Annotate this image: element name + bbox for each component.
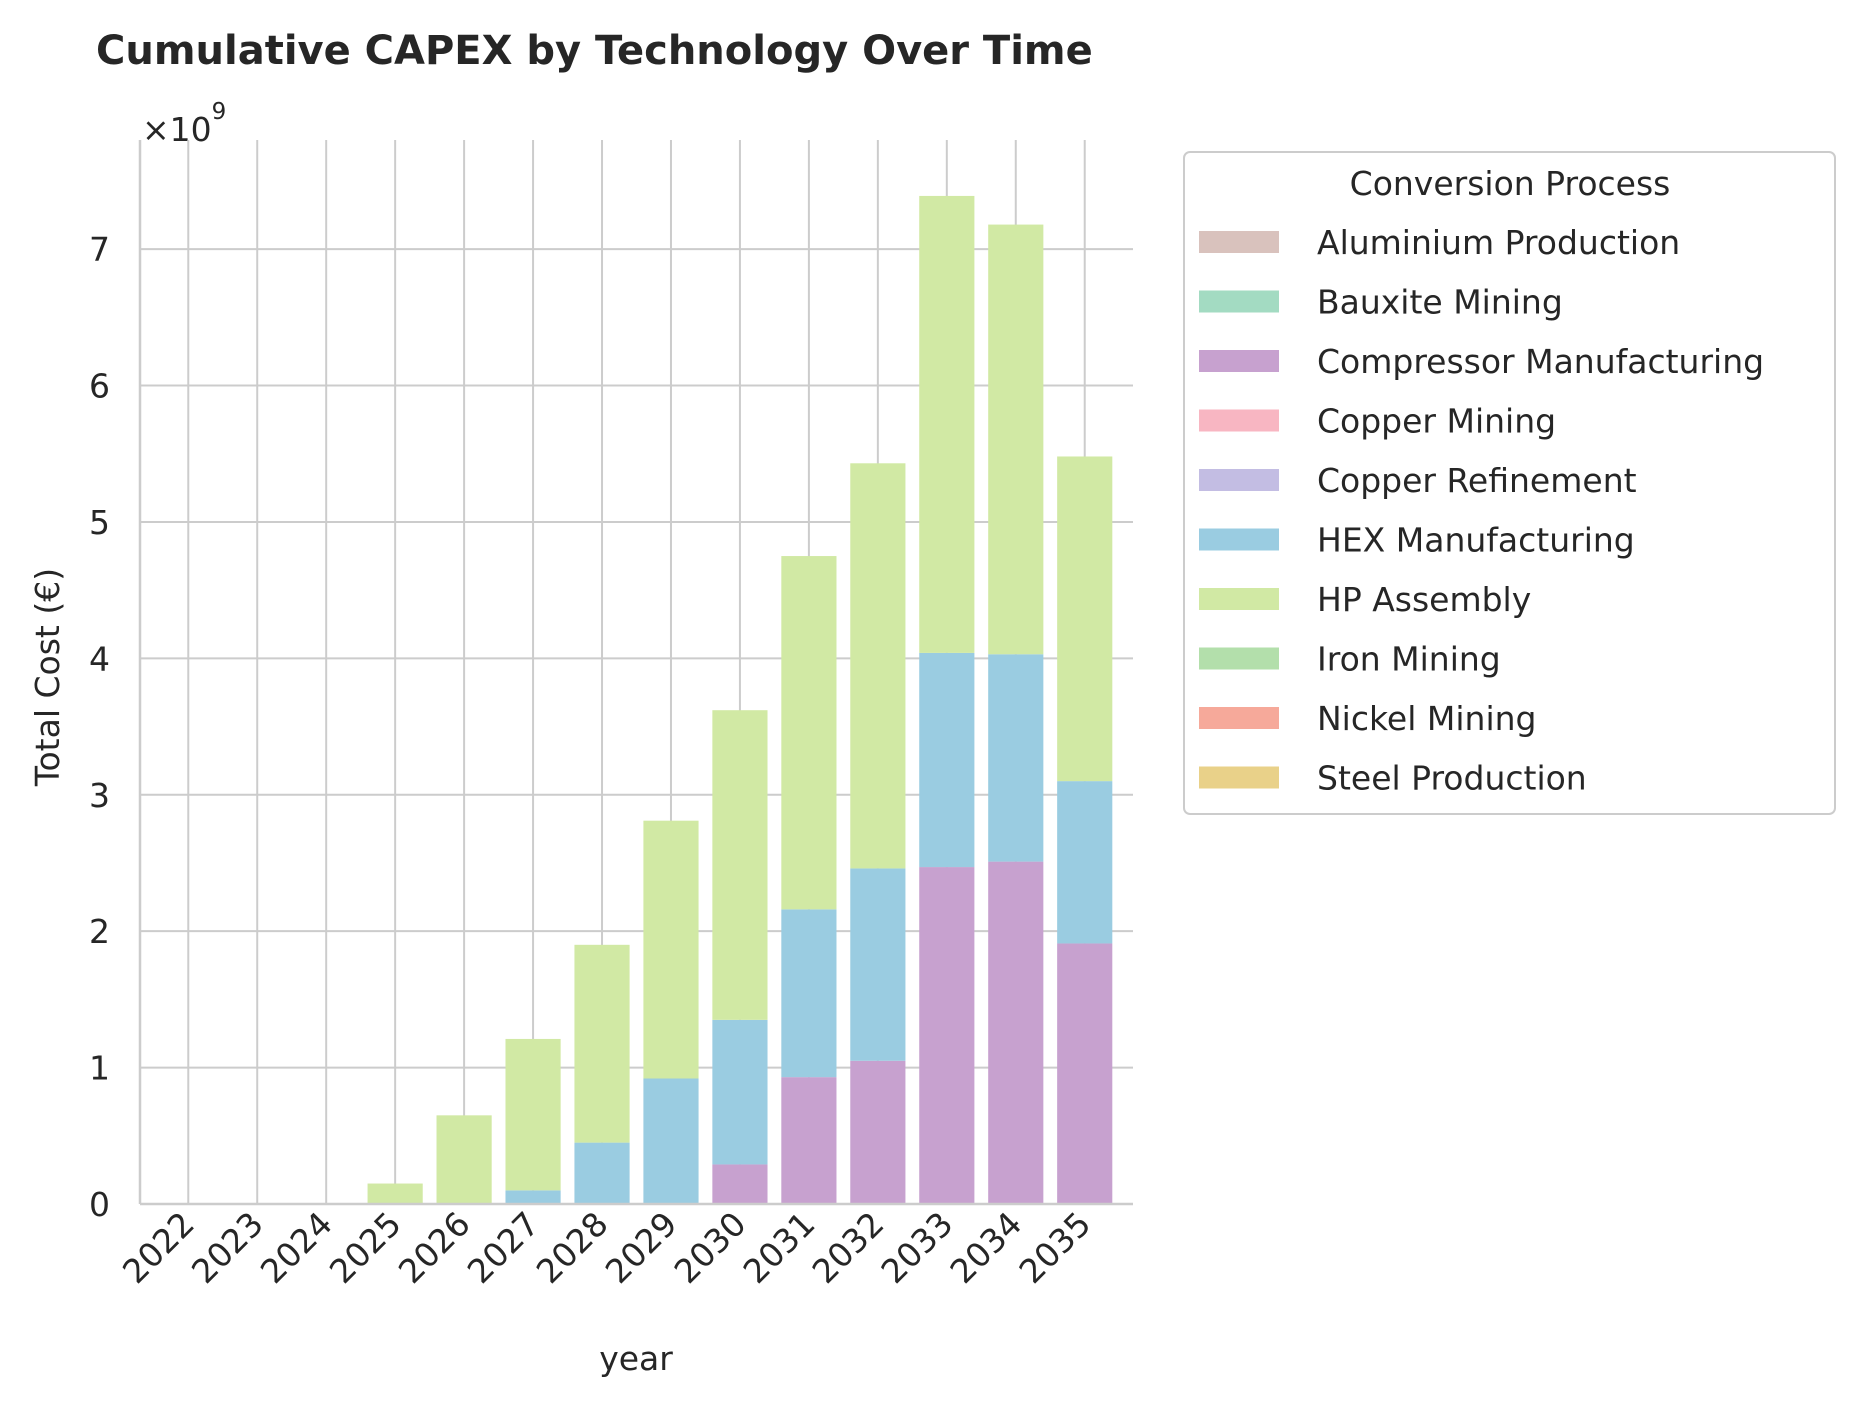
- legend-swatch: [1199, 350, 1279, 372]
- x-tick-label: 2030: [667, 1204, 754, 1291]
- y-tick-label: 2: [89, 912, 110, 951]
- bar-segment: [919, 652, 975, 868]
- bar-segment: [988, 224, 1044, 655]
- bar-segment: [1057, 781, 1113, 944]
- bar-segment: [574, 944, 630, 1143]
- bar-segment: [712, 1164, 768, 1204]
- x-tick-label: 2028: [529, 1204, 616, 1291]
- bar-segment: [919, 195, 975, 653]
- y-axis-multiplier: ×109: [142, 99, 226, 149]
- legend-entry: Aluminium Production: [1317, 223, 1680, 262]
- legend-entry: Bauxite Mining: [1317, 283, 1563, 322]
- legend-entry: Steel Production: [1317, 759, 1587, 798]
- bar-segment: [850, 463, 906, 869]
- bar-segment: [505, 1190, 561, 1204]
- y-tick-label: 6: [89, 367, 110, 406]
- x-tick-label: 2033: [874, 1204, 961, 1291]
- legend-swatch: [1199, 469, 1279, 491]
- bar-segment: [850, 1060, 906, 1204]
- bar-segment: [850, 868, 906, 1061]
- legend-title: Conversion Process: [1350, 164, 1671, 203]
- y-tick-label: 5: [89, 503, 110, 542]
- x-tick-label: 2032: [805, 1204, 892, 1291]
- x-tick-label: 2025: [322, 1204, 409, 1291]
- x-tick-label: 2024: [253, 1204, 340, 1291]
- bar-segment: [919, 867, 975, 1204]
- legend-swatch: [1199, 528, 1279, 551]
- legend-swatch: [1199, 409, 1279, 432]
- bar-segment: [988, 861, 1044, 1204]
- x-tick-label: 2027: [460, 1204, 547, 1291]
- legend-swatch: [1199, 707, 1279, 729]
- legend-entry: Iron Mining: [1317, 640, 1501, 679]
- bar-segment: [1057, 456, 1113, 782]
- y-multiplier-base: ×10: [142, 110, 212, 149]
- bar-segment: [436, 1115, 492, 1204]
- bar-segment: [1057, 943, 1113, 1204]
- chart-title: Cumulative CAPEX by Technology Over Time: [96, 28, 1093, 74]
- y-tick-label: 4: [89, 639, 110, 678]
- x-tick-label: 2035: [1011, 1204, 1098, 1291]
- legend-entry: HP Assembly: [1317, 580, 1531, 619]
- x-tick-label: 2022: [115, 1204, 202, 1291]
- bar-segment: [712, 1019, 768, 1165]
- bars: [367, 195, 1113, 1204]
- legend-frame: [1183, 151, 1836, 815]
- x-tick-label: 2026: [391, 1204, 478, 1291]
- legend-swatch: [1199, 231, 1279, 253]
- bar-segment: [988, 654, 1044, 862]
- legend-entry: HEX Manufacturing: [1317, 521, 1635, 560]
- legend-entry: Nickel Mining: [1317, 699, 1536, 738]
- y-tick-label: 0: [89, 1185, 110, 1224]
- y-tick-label: 7: [89, 230, 110, 269]
- bar-segment: [367, 1183, 423, 1204]
- legend: Conversion Process Aluminium Production B…: [1183, 151, 1836, 815]
- bar-segment: [781, 1077, 837, 1204]
- legend-swatch: [1199, 588, 1279, 610]
- legend-entry: Copper Refinement: [1317, 461, 1637, 500]
- x-tick-label: 2031: [736, 1204, 823, 1291]
- bar-segment: [712, 710, 768, 1020]
- bar-segment: [781, 556, 837, 910]
- y-multiplier-exponent: 9: [212, 99, 227, 125]
- bar-segment: [574, 1142, 630, 1204]
- x-axis-label: year: [599, 1339, 673, 1378]
- legend-entry: Copper Mining: [1317, 402, 1556, 441]
- bar-segment: [643, 820, 699, 1079]
- x-tick-label: 2034: [942, 1204, 1029, 1291]
- bar-segment: [643, 1078, 699, 1204]
- y-axis-label: Total Cost (€): [28, 568, 67, 787]
- bar-segment: [781, 909, 837, 1078]
- legend-entry: Compressor Manufacturing: [1317, 342, 1764, 381]
- y-tick-label: 3: [89, 776, 110, 815]
- legend-swatch: [1199, 290, 1279, 313]
- y-tick-label: 1: [89, 1049, 110, 1088]
- x-tick-label: 2023: [184, 1204, 271, 1291]
- x-tick-label: 2029: [598, 1204, 685, 1291]
- bar-segment: [505, 1038, 561, 1191]
- legend-swatch: [1199, 647, 1279, 670]
- grid: [140, 140, 1133, 1204]
- legend-swatch: [1199, 766, 1279, 789]
